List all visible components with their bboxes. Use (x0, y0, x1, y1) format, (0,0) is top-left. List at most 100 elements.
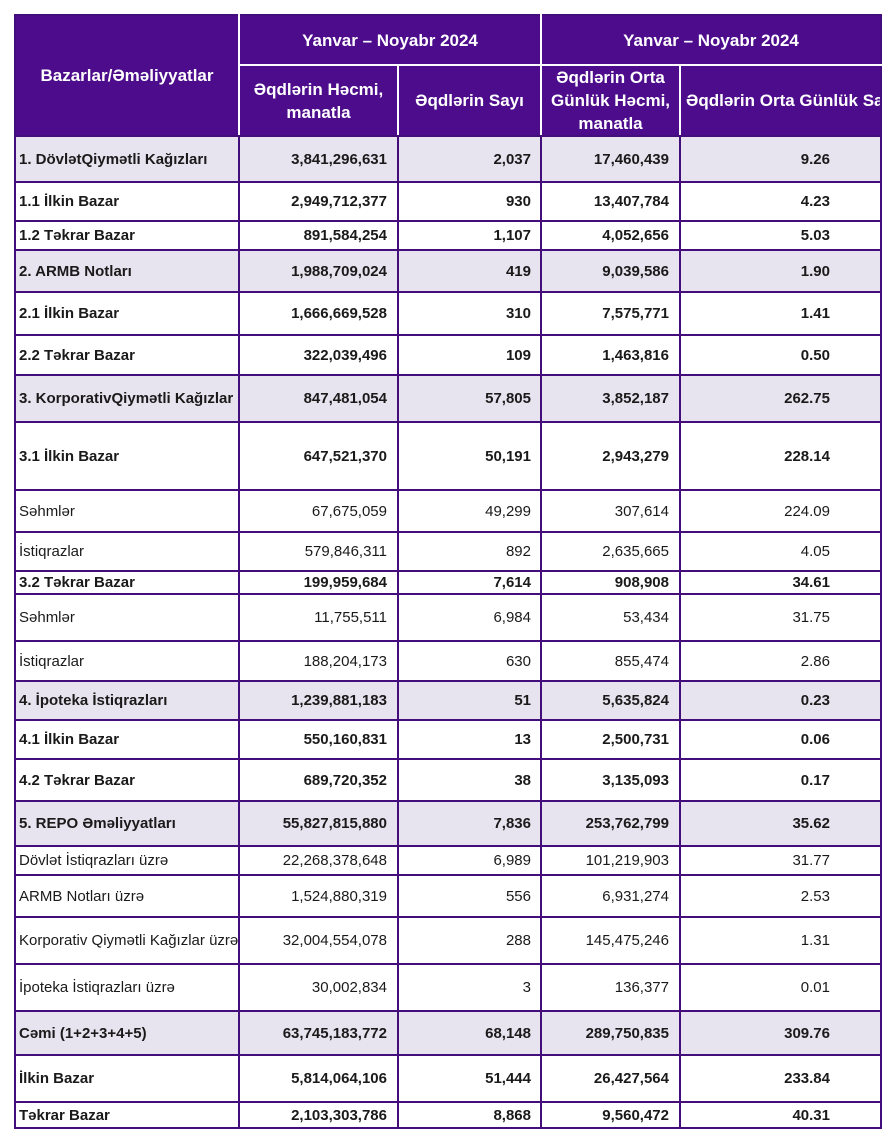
cell-count: 6,984 (397, 593, 542, 642)
cell-count: 288 (397, 916, 542, 965)
row-label: Cəmi (1+2+3+4+5) (14, 1010, 240, 1056)
securities-market-table: Bazarlar/Əməliyyatlar Yanvar – Noyabr 20… (14, 14, 882, 1129)
cell-volume: 891,584,254 (238, 220, 399, 251)
cell-volume: 1,666,669,528 (238, 291, 399, 336)
cell-avg-daily-count: 0.23 (679, 680, 882, 721)
column-header-count: Əqdlərin Sayı (397, 64, 542, 137)
cell-count: 50,191 (397, 421, 542, 491)
table-row: 2.2 Təkrar Bazar 322,039,496 109 1,463,816 0… (14, 334, 882, 376)
cell-avg-daily-volume: 908,908 (540, 570, 681, 595)
cell-avg-daily-volume: 2,500,731 (540, 719, 681, 760)
cell-count: 892 (397, 531, 542, 572)
cell-count: 7,836 (397, 800, 542, 847)
cell-volume: 1,239,881,183 (238, 680, 399, 721)
cell-avg-daily-count: 34.61 (679, 570, 882, 595)
table-row: ARMB Notları üzrə 1,524,880,319 556 6,931,2… (14, 874, 882, 918)
cell-volume: 30,002,834 (238, 963, 399, 1012)
table-body: 1. DövlətQiymətli Kağızları 3,841,296,631… (14, 135, 882, 1129)
row-label: 3.1 İlkin Bazar (14, 421, 240, 491)
cell-volume: 63,745,183,772 (238, 1010, 399, 1056)
cell-count: 57,805 (397, 374, 542, 423)
cell-avg-daily-count: 31.75 (679, 593, 882, 642)
cell-volume: 22,268,378,648 (238, 845, 399, 876)
cell-volume: 1,524,880,319 (238, 874, 399, 918)
table-row: Səhmlər 67,675,059 49,299 307,614 224.09 (14, 489, 882, 533)
row-label: 3. KorporativQiymətli Kağızlar (14, 374, 240, 423)
table-row: 2. ARMB Notları 1,988,709,024 419 9,039,586… (14, 249, 882, 293)
cell-avg-daily-volume: 6,931,274 (540, 874, 681, 918)
table-header: Bazarlar/Əməliyyatlar Yanvar – Noyabr 20… (14, 14, 882, 137)
cell-avg-daily-volume: 855,474 (540, 640, 681, 682)
table-row: 2.1 İlkin Bazar 1,666,669,528 310 7,575,771… (14, 291, 882, 336)
cell-volume: 647,521,370 (238, 421, 399, 491)
cell-avg-daily-count: 0.06 (679, 719, 882, 760)
cell-avg-daily-count: 9.26 (679, 135, 882, 183)
table-row: 5. REPO Əməliyyatları 55,827,815,880 7,836… (14, 800, 882, 847)
row-label: 1. DövlətQiymətli Kağızları (14, 135, 240, 183)
cell-volume: 689,720,352 (238, 758, 399, 802)
cell-avg-daily-volume: 3,852,187 (540, 374, 681, 423)
row-label: Korporativ Qiymətli Kağızlar üzrə (14, 916, 240, 965)
cell-avg-daily-count: 228.14 (679, 421, 882, 491)
cell-avg-daily-count: 233.84 (679, 1054, 882, 1103)
cell-count: 7,614 (397, 570, 542, 595)
cell-avg-daily-volume: 101,219,903 (540, 845, 681, 876)
row-label: 1.1 İlkin Bazar (14, 181, 240, 222)
cell-avg-daily-count: 4.05 (679, 531, 882, 572)
table-row: Korporativ Qiymətli Kağızlar üzrə 32,004,… (14, 916, 882, 965)
cell-count: 419 (397, 249, 542, 293)
cell-avg-daily-count: 4.23 (679, 181, 882, 222)
row-label: Dövlət İstiqrazları üzrə (14, 845, 240, 876)
table-row: Dövlət İstiqrazları üzrə 22,268,378,648 6,… (14, 845, 882, 876)
cell-count: 310 (397, 291, 542, 336)
cell-volume: 1,988,709,024 (238, 249, 399, 293)
cell-volume: 579,846,311 (238, 531, 399, 572)
cell-avg-daily-count: 35.62 (679, 800, 882, 847)
row-label: İstiqrazlar (14, 531, 240, 572)
cell-volume: 67,675,059 (238, 489, 399, 533)
table-row: İlkin Bazar 5,814,064,106 51,444 26,427,564… (14, 1054, 882, 1103)
cell-avg-daily-volume: 9,560,472 (540, 1101, 681, 1129)
corner-header-cell: Bazarlar/Əməliyyatlar (14, 14, 240, 137)
table-row: İstiqrazlar 579,846,311 892 2,635,665 4.05 (14, 531, 882, 572)
table-row: Cəmi (1+2+3+4+5) 63,745,183,772 68,148 289,… (14, 1010, 882, 1056)
cell-count: 1,107 (397, 220, 542, 251)
row-label: İlkin Bazar (14, 1054, 240, 1103)
cell-volume: 5,814,064,106 (238, 1054, 399, 1103)
row-label: İpoteka İstiqrazları üzrə (14, 963, 240, 1012)
cell-avg-daily-count: 5.03 (679, 220, 882, 251)
cell-volume: 322,039,496 (238, 334, 399, 376)
cell-count: 630 (397, 640, 542, 682)
cell-avg-daily-count: 1.31 (679, 916, 882, 965)
cell-avg-daily-volume: 253,762,799 (540, 800, 681, 847)
cell-count: 109 (397, 334, 542, 376)
table-row: 4.1 İlkin Bazar 550,160,831 13 2,500,731 0.0… (14, 719, 882, 760)
row-label: 4. İpoteka İstiqrazları (14, 680, 240, 721)
cell-count: 51,444 (397, 1054, 542, 1103)
cell-volume: 3,841,296,631 (238, 135, 399, 183)
table-row: İstiqrazlar 188,204,173 630 855,474 2.86 (14, 640, 882, 682)
cell-count: 13 (397, 719, 542, 760)
table-row: 3.2 Təkrar Bazar 199,959,684 7,614 908,908 3… (14, 570, 882, 595)
table-row: 3.1 İlkin Bazar 647,521,370 50,191 2,943,27… (14, 421, 882, 491)
cell-count: 49,299 (397, 489, 542, 533)
cell-count: 2,037 (397, 135, 542, 183)
cell-count: 6,989 (397, 845, 542, 876)
cell-avg-daily-count: 2.53 (679, 874, 882, 918)
table-row: 1.2 Təkrar Bazar 891,584,254 1,107 4,052,65… (14, 220, 882, 251)
row-label: 3.2 Təkrar Bazar (14, 570, 240, 595)
cell-avg-daily-volume: 145,475,246 (540, 916, 681, 965)
row-label: İstiqrazlar (14, 640, 240, 682)
row-label: 1.2 Təkrar Bazar (14, 220, 240, 251)
table-row: 3. KorporativQiymətli Kağızlar 847,481,05… (14, 374, 882, 423)
cell-avg-daily-volume: 7,575,771 (540, 291, 681, 336)
row-label: 2. ARMB Notları (14, 249, 240, 293)
cell-avg-daily-volume: 2,635,665 (540, 531, 681, 572)
cell-count: 68,148 (397, 1010, 542, 1056)
row-label: 2.2 Təkrar Bazar (14, 334, 240, 376)
row-label: Təkrar Bazar (14, 1101, 240, 1129)
cell-avg-daily-count: 262.75 (679, 374, 882, 423)
cell-avg-daily-count: 40.31 (679, 1101, 882, 1129)
table-row: 4. İpoteka İstiqrazları 1,239,881,183 51 5,… (14, 680, 882, 721)
